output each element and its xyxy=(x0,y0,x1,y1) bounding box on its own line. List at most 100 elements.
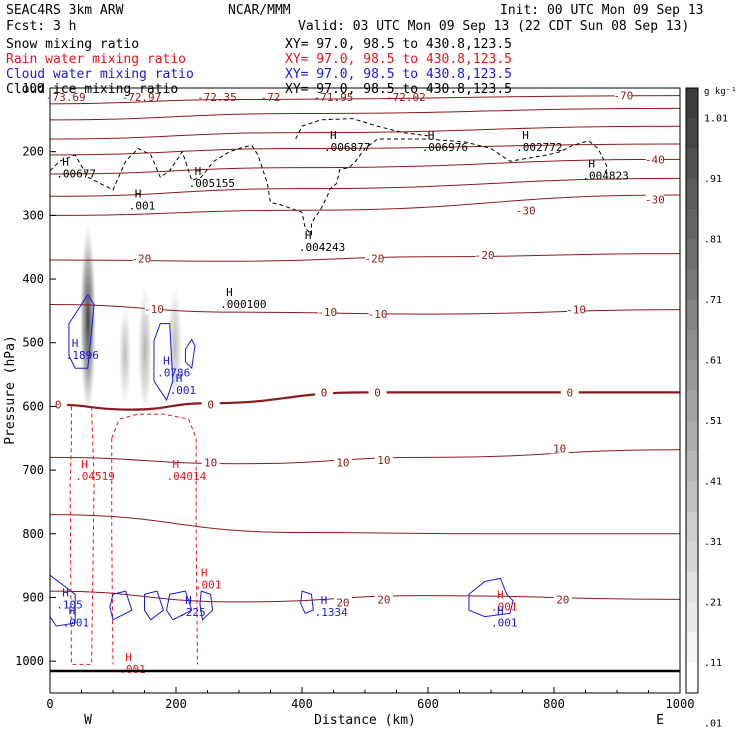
x-axis-label: Distance (km) xyxy=(314,713,416,728)
rain-max-value: .001 xyxy=(195,578,222,591)
cloud-max-h: H xyxy=(62,587,69,600)
isotherm-label: -20 xyxy=(365,253,385,266)
isotherm-label-bg xyxy=(374,593,393,605)
ice-max-h: H xyxy=(305,229,312,242)
isotherm xyxy=(49,514,680,535)
isotherm-label: 20 xyxy=(556,593,569,606)
snow-column-faint-1 xyxy=(119,305,131,405)
isotherm-label: 10 xyxy=(377,454,390,467)
snow-shading xyxy=(80,225,182,415)
isotherm xyxy=(49,194,681,216)
isotherm-label: 0 xyxy=(566,386,573,399)
rain-max-value: .04519 xyxy=(75,470,115,483)
cloud-max-value: .0786 xyxy=(157,366,190,379)
cloud-water-outline xyxy=(184,338,196,370)
field-name: Snow mixing ratio xyxy=(6,37,139,52)
isotherm-label: -20 xyxy=(475,249,495,262)
isotherm xyxy=(49,449,681,465)
isotherm-label-bg xyxy=(365,252,384,264)
y-axis-label: Pressure (hPa) xyxy=(3,335,18,445)
field-legend: Snow mixing ratio XY= 97.0, 98.5 to 430.8… xyxy=(6,37,512,97)
cloud-water-outline xyxy=(68,294,95,369)
isotherm-label: -40 xyxy=(645,153,665,166)
colorbar-label: .21 xyxy=(704,597,722,608)
rain-max-h: H xyxy=(173,458,180,471)
cloud-water-outline xyxy=(199,590,214,621)
x-tick-label: 400 xyxy=(291,697,313,711)
ice-max-value: .005155 xyxy=(189,177,235,190)
rain-max-value: .001 xyxy=(491,601,518,614)
isotherm-label: 0 xyxy=(207,399,214,412)
isotherm-label-bg xyxy=(49,398,68,410)
colorbar-label: 1.01 xyxy=(704,113,728,124)
cloud-water-outline xyxy=(166,590,193,621)
ice-max-value: .00677 xyxy=(56,168,96,181)
isotherm-label-bg xyxy=(333,596,352,608)
isotherm-label-bg xyxy=(368,308,387,320)
ice-max-value: .004243 xyxy=(299,241,345,254)
isotherm-label: -10 xyxy=(566,304,586,317)
isotherm xyxy=(49,177,681,197)
isotherm-label-bg xyxy=(475,248,494,260)
y-tick-label: 900 xyxy=(22,590,44,604)
cloud-water-outline xyxy=(300,590,314,615)
rain-max-h: H xyxy=(125,651,132,664)
colorbar-segment xyxy=(686,118,698,149)
colorbar-segment xyxy=(686,360,698,391)
ice-max-h: H xyxy=(428,129,435,142)
ice-max-value: .006976 xyxy=(422,141,468,154)
model-title: SEAC4RS 3km ARW xyxy=(6,3,124,18)
isotherm xyxy=(49,143,681,156)
colorbar-segment xyxy=(686,239,698,270)
colorbar-label: .31 xyxy=(704,537,722,548)
colorbar-segment xyxy=(686,481,698,512)
top-value: -72.02 xyxy=(386,91,426,104)
ice-max-h: H xyxy=(226,286,233,299)
x-tick-label: 200 xyxy=(165,697,187,711)
rain-max-h: H xyxy=(81,458,88,471)
org-label: NCAR/MMM xyxy=(228,3,291,18)
isotherm-label-bg xyxy=(645,153,664,165)
field-name: Cloud ice mixing ratio xyxy=(6,82,178,97)
isotherm-label: 20 xyxy=(336,597,349,610)
colorbar-segment xyxy=(686,269,698,301)
cloud-max-value: .225 xyxy=(179,606,206,619)
colorbar-segment xyxy=(686,390,698,422)
isotherm-label: 10 xyxy=(553,442,566,455)
colorbar: 1.01 .91 .81 .71 .61 .51 .41 .31 .21 .11 .01 xyxy=(685,87,728,729)
y-tick-label: 600 xyxy=(22,399,44,413)
y-tick-label: 100 xyxy=(22,81,44,95)
field-name: Rain water mixing ratio xyxy=(6,52,186,67)
cloud-water-outline xyxy=(109,590,133,621)
colorbar-segment xyxy=(686,148,698,180)
field-xy: XY= 97.0, 98.5 to 430.8,123.5 xyxy=(285,52,512,67)
colorbar-unit: g kg⁻¹ xyxy=(704,87,737,97)
isotherm-label-bg xyxy=(333,456,352,468)
top-value: -72.35 xyxy=(197,91,237,104)
cloud-max-h: H xyxy=(185,594,192,607)
y-tick-label: 300 xyxy=(22,208,44,222)
snow-column-core xyxy=(80,225,96,415)
isotherm xyxy=(49,125,681,140)
colorbar-segment xyxy=(686,511,698,543)
rain-outline xyxy=(111,413,198,665)
isotherm-label-bg xyxy=(374,453,393,465)
isotherm-label: -30 xyxy=(645,193,665,206)
isotherm-label-bg xyxy=(550,442,569,454)
y-tick-label: 500 xyxy=(22,336,44,350)
colorbar-label: .11 xyxy=(704,658,722,669)
ice-max-h: H xyxy=(522,129,529,142)
field-xy: XY= 97.0, 98.5 to 430.8,123.5 xyxy=(285,82,512,97)
snow-column-faint-2 xyxy=(138,285,152,415)
rain-max-value: .001 xyxy=(119,663,146,676)
isotherm-label: 0 xyxy=(321,386,328,399)
isotherm-label-bg xyxy=(645,193,664,205)
colorbar-segment xyxy=(686,88,698,119)
isotherm-label: 20 xyxy=(377,593,390,606)
isotherm xyxy=(49,391,680,411)
cloud-max-value: .1334 xyxy=(315,606,348,619)
isotherm-label: 0 xyxy=(55,399,62,412)
isotherm-label-bg xyxy=(201,456,220,468)
colorbar-segment xyxy=(686,420,698,452)
